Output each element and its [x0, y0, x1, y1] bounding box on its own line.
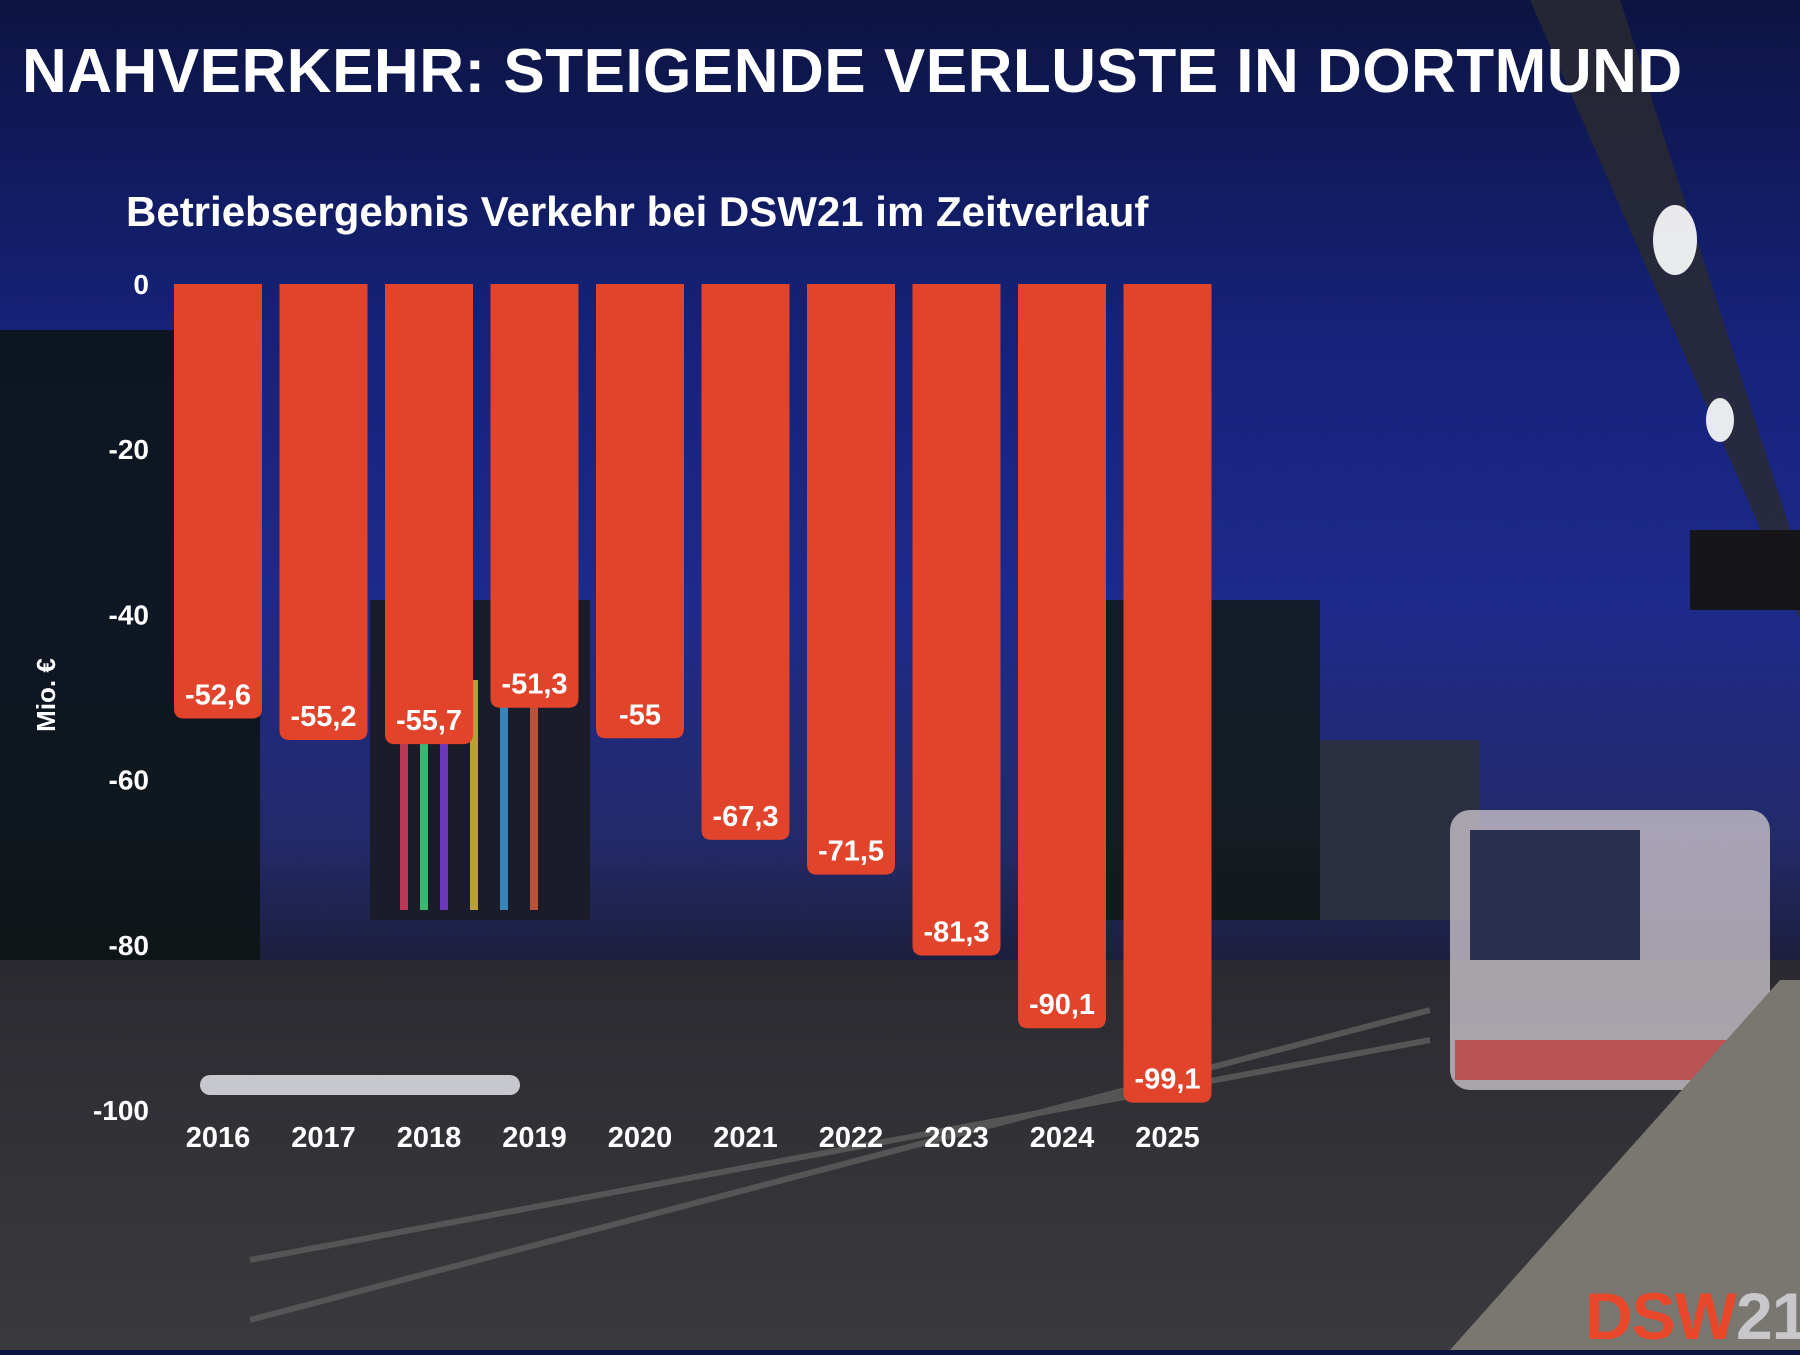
bar-2022 [807, 284, 895, 875]
x-tick-label: 2022 [819, 1122, 884, 1154]
bar-2016 [174, 284, 262, 719]
bar-2021 [701, 284, 790, 840]
y-tick-label: -20 [109, 434, 149, 465]
bar-2023 [912, 284, 1001, 956]
y-tick-label: 0 [133, 269, 149, 300]
x-tick-label: 2018 [397, 1122, 462, 1154]
x-tick-label: 2019 [502, 1122, 567, 1154]
bar-2017 [279, 284, 368, 740]
x-tick-label: 2021 [713, 1122, 778, 1154]
bar-2018 [385, 284, 473, 745]
x-axis-ticks: 2016 2017 2018 2019 2020 2021 2022 2023 2024 2025 [186, 1122, 1200, 1154]
x-tick-label: 2017 [291, 1122, 356, 1154]
bar-2020 [596, 284, 684, 739]
logo-part-21: 21 [1735, 1279, 1800, 1353]
bars: -52,6 -55,2 -55,7 -51,3 -55 -67,3 -71,5 -81,3 -9… [174, 284, 1212, 1103]
bar-value-label: -90,1 [1029, 989, 1095, 1021]
logo-part-dsw: DSW [1585, 1279, 1737, 1353]
x-tick-label: 2023 [924, 1122, 989, 1154]
bar-value-label: -71,5 [818, 836, 884, 868]
x-tick-label: 2025 [1135, 1122, 1200, 1154]
x-tick-label: 2020 [608, 1122, 673, 1154]
x-tick-label: 2016 [186, 1122, 251, 1154]
dsw21-logo: DSW21 [1585, 1278, 1800, 1354]
chart-title: Betriebsergebnis Verkehr bei DSW21 im Ze… [126, 188, 1149, 235]
bar-value-label: -67,3 [712, 801, 778, 833]
y-tick-label: -40 [109, 599, 149, 630]
bar-value-label: -99,1 [1134, 1064, 1200, 1096]
bar-2019 [490, 284, 579, 708]
y-axis-label: Mio. € [31, 658, 61, 732]
y-tick-label: -100 [93, 1095, 149, 1126]
y-axis-ticks: 0 -20 -40 -60 -80 -100 [93, 269, 149, 1126]
y-tick-label: -60 [109, 765, 149, 796]
bar-value-label: -55,7 [396, 705, 462, 737]
bar-2025 [1123, 284, 1212, 1103]
bar-value-label: -52,6 [185, 679, 251, 711]
x-tick-label: 2024 [1030, 1122, 1095, 1154]
headline: NAHVERKEHR: STEIGENDE VERLUSTE IN DORTMU… [22, 37, 1683, 106]
bar-value-label: -55,2 [290, 701, 356, 733]
bar-value-label: -81,3 [923, 917, 989, 949]
y-tick-label: -80 [109, 930, 149, 961]
bar-value-label: -51,3 [501, 669, 567, 701]
bar-2024 [1018, 284, 1106, 1029]
bar-value-label: -55 [619, 699, 661, 731]
